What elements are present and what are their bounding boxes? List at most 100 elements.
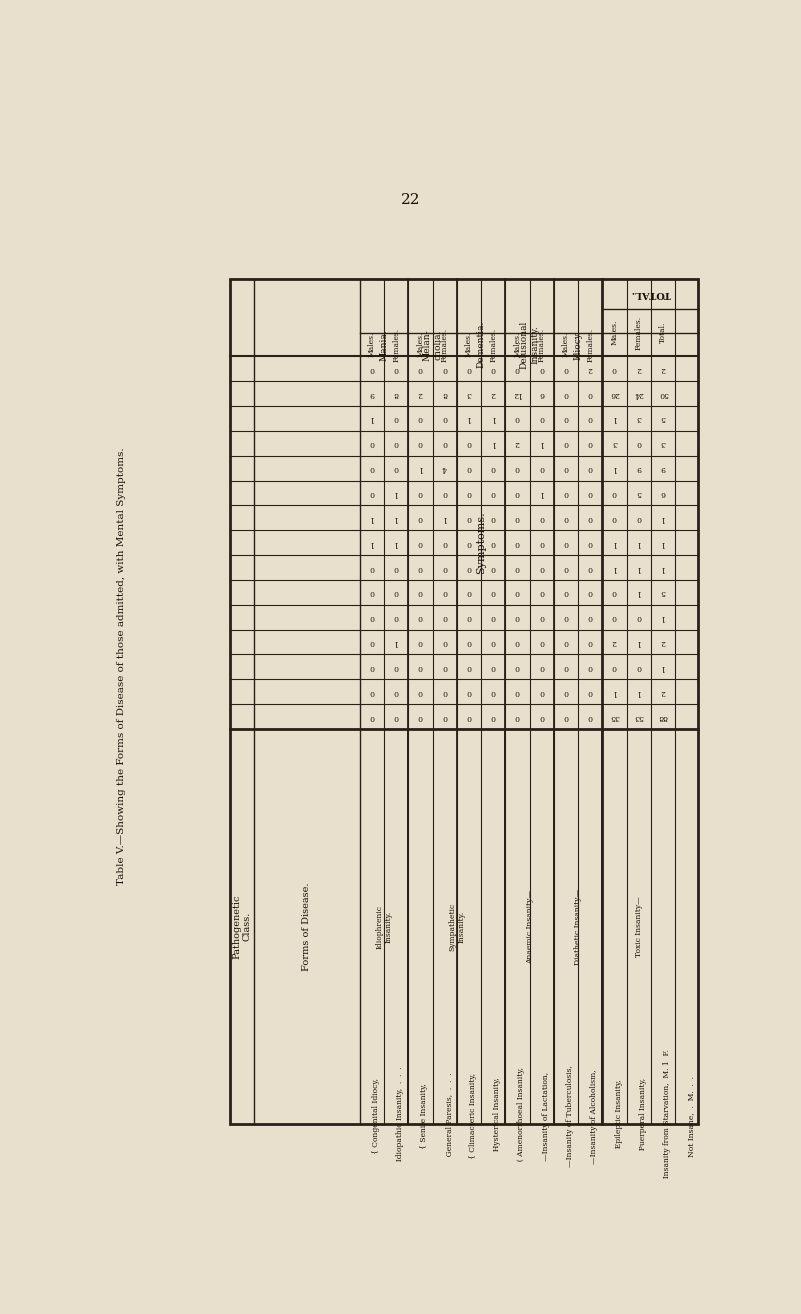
Text: Mania.: Mania. (380, 328, 388, 360)
Text: 0: 0 (588, 639, 593, 646)
Text: 0: 0 (418, 712, 423, 720)
Text: 0: 0 (612, 514, 617, 522)
Text: 0: 0 (418, 564, 423, 572)
Text: 1: 1 (661, 514, 666, 522)
Text: —Insanity of Alcoholism,: —Insanity of Alcoholism, (590, 1070, 598, 1164)
Text: 0: 0 (588, 662, 593, 671)
Text: 0: 0 (466, 489, 471, 497)
Text: 0: 0 (418, 489, 423, 497)
Text: 0: 0 (636, 514, 642, 522)
Text: 1: 1 (394, 639, 399, 646)
Text: 2: 2 (612, 639, 617, 646)
Text: 1: 1 (612, 464, 617, 472)
Text: Males.: Males. (562, 332, 570, 357)
Text: 1: 1 (539, 439, 544, 447)
Text: 0: 0 (442, 687, 447, 695)
Text: 0: 0 (539, 589, 544, 597)
Text: 0: 0 (442, 662, 447, 671)
Text: 0: 0 (466, 662, 471, 671)
Text: 0: 0 (466, 687, 471, 695)
Text: Females.: Females. (441, 327, 449, 361)
Text: Males.: Males. (465, 332, 473, 357)
Text: 0: 0 (369, 662, 374, 671)
Text: 0: 0 (515, 589, 520, 597)
Text: 1: 1 (636, 639, 642, 646)
Text: 0: 0 (442, 564, 447, 572)
Text: 0: 0 (442, 439, 447, 447)
Text: 0: 0 (466, 539, 471, 547)
Text: 0: 0 (491, 514, 496, 522)
Text: Epileptic Insanity,: Epileptic Insanity, (614, 1080, 622, 1154)
Text: 50: 50 (658, 390, 668, 398)
Text: 53: 53 (634, 712, 644, 720)
Text: 0: 0 (564, 365, 569, 373)
Text: ( Amenorrhoeal Insanity,: ( Amenorrhoeal Insanity, (517, 1067, 525, 1166)
Text: 0: 0 (369, 464, 374, 472)
Text: 0: 0 (612, 489, 617, 497)
Text: 0: 0 (515, 639, 520, 646)
Text: 0: 0 (442, 489, 447, 497)
Text: 0: 0 (466, 439, 471, 447)
Text: 5: 5 (661, 589, 666, 597)
Text: 0: 0 (564, 514, 569, 522)
Text: —Insanity of Tuberculosis,: —Insanity of Tuberculosis, (566, 1066, 574, 1167)
Text: 1: 1 (418, 464, 423, 472)
Text: 0: 0 (394, 589, 399, 597)
Text: 0: 0 (612, 614, 617, 622)
Text: 0: 0 (588, 464, 593, 472)
Bar (231, 280, 698, 1123)
Text: 22: 22 (401, 193, 421, 208)
Text: 0: 0 (491, 639, 496, 646)
Text: General Paresis,  .  .  .: General Paresis, . . . (445, 1072, 453, 1160)
Text: 0: 0 (442, 365, 447, 373)
Text: 0: 0 (491, 539, 496, 547)
Text: 0: 0 (418, 414, 423, 423)
Text: 1: 1 (491, 439, 496, 447)
Text: 3: 3 (466, 390, 472, 398)
Text: 0: 0 (564, 414, 569, 423)
Text: 0: 0 (369, 712, 374, 720)
Text: 0: 0 (515, 564, 520, 572)
Text: 1: 1 (466, 414, 471, 423)
Text: 0: 0 (491, 464, 496, 472)
Text: Sympathetic
Insanity.: Sympathetic Insanity. (449, 903, 465, 950)
Text: 0: 0 (539, 539, 544, 547)
Text: 0: 0 (564, 662, 569, 671)
Text: 1: 1 (612, 687, 617, 695)
Text: 6: 6 (539, 390, 544, 398)
Text: 0: 0 (369, 439, 374, 447)
Text: Melan-
cholia.: Melan- cholia. (423, 328, 442, 360)
Text: 0: 0 (515, 539, 520, 547)
Text: 0: 0 (612, 589, 617, 597)
Text: 0: 0 (491, 589, 496, 597)
Text: 0: 0 (491, 687, 496, 695)
Text: Total.: Total. (659, 322, 667, 343)
Text: 0: 0 (418, 614, 423, 622)
Text: 12: 12 (513, 390, 522, 398)
Text: Hysterical Insanity,: Hysterical Insanity, (493, 1077, 501, 1156)
Text: 0: 0 (515, 489, 520, 497)
Text: 0: 0 (369, 639, 374, 646)
Text: 0: 0 (466, 514, 471, 522)
Text: { Congenital Idiocy,: { Congenital Idiocy, (372, 1079, 380, 1154)
Text: 0: 0 (636, 614, 642, 622)
Text: Females.: Females. (489, 327, 497, 361)
Text: 9: 9 (369, 390, 374, 398)
Text: 0: 0 (539, 564, 544, 572)
Text: 0: 0 (418, 514, 423, 522)
Text: Females.: Females. (392, 327, 400, 361)
Text: 0: 0 (588, 564, 593, 572)
Text: 0: 0 (564, 614, 569, 622)
Text: Insanity from Starvation,  M. 1  F.: Insanity from Starvation, M. 1 F. (663, 1050, 671, 1184)
Text: 0: 0 (369, 589, 374, 597)
Text: 0: 0 (418, 439, 423, 447)
Text: 0: 0 (442, 539, 447, 547)
Text: 1: 1 (442, 514, 447, 522)
Text: Toxic Insanity—: Toxic Insanity— (634, 896, 642, 957)
Text: 0: 0 (369, 489, 374, 497)
Text: 2: 2 (636, 365, 642, 373)
Text: Idiopathic Insanity,  .  .  .: Idiopathic Insanity, . . . (396, 1067, 405, 1166)
Text: 0: 0 (588, 539, 593, 547)
Text: 0: 0 (564, 564, 569, 572)
Text: 5: 5 (661, 414, 666, 423)
